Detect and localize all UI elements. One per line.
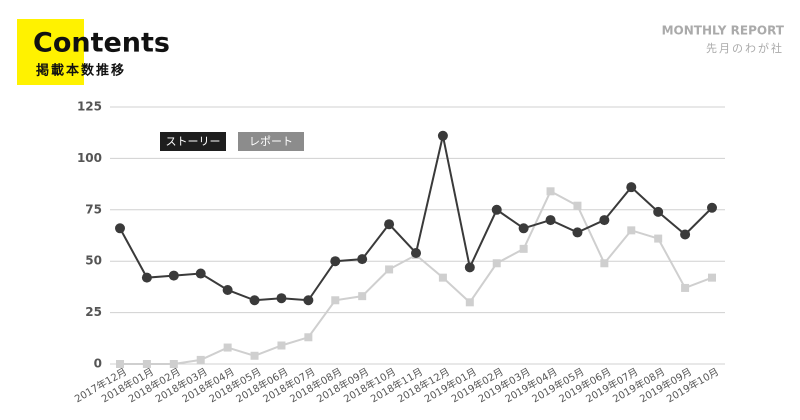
title-highlight	[17, 19, 84, 85]
y-tick-label: 25	[85, 305, 102, 319]
point	[572, 227, 583, 238]
point	[196, 355, 205, 364]
legend-swatch	[160, 132, 226, 151]
point	[573, 201, 582, 210]
point	[600, 259, 609, 268]
report-title: MONTHLY REPORT	[662, 24, 785, 38]
point	[464, 262, 475, 273]
point	[385, 265, 394, 274]
point	[654, 234, 663, 243]
point	[680, 229, 691, 240]
point	[599, 215, 610, 226]
point	[276, 293, 287, 304]
point	[707, 202, 717, 213]
legend-swatch	[238, 132, 304, 151]
legend-label: レポート	[249, 135, 293, 148]
legend-label: ストーリー	[166, 135, 221, 148]
chart-subtitle: 掲載本数推移	[36, 63, 126, 79]
y-tick-label: 0	[94, 357, 102, 371]
point	[546, 187, 555, 196]
point	[438, 273, 447, 282]
y-tick-label: 75	[85, 202, 102, 216]
point	[519, 244, 528, 253]
y-tick-label: 50	[85, 254, 102, 268]
point	[169, 360, 178, 368]
point	[116, 360, 124, 368]
point	[277, 341, 286, 350]
point	[250, 351, 259, 360]
point	[681, 283, 690, 292]
y-tick-label: 125	[77, 100, 102, 114]
point	[491, 204, 502, 215]
point	[303, 295, 314, 306]
report-subtitle: 先月のわが社	[706, 41, 784, 55]
point	[465, 298, 474, 307]
point	[223, 343, 232, 352]
chart-title: Contents	[33, 28, 170, 59]
series-line	[119, 135, 713, 302]
point	[141, 272, 152, 283]
point	[168, 270, 179, 281]
point	[518, 223, 529, 234]
point	[358, 292, 367, 301]
point	[195, 268, 206, 279]
point	[115, 223, 125, 234]
point	[222, 284, 233, 295]
point	[142, 360, 151, 368]
point	[411, 247, 421, 258]
point	[304, 333, 313, 342]
point	[653, 206, 664, 217]
point	[626, 182, 637, 193]
point	[437, 130, 448, 141]
point	[545, 215, 556, 226]
point	[492, 259, 501, 268]
point	[331, 296, 340, 305]
point	[249, 295, 260, 306]
point	[384, 219, 395, 230]
y-tick-label: 100	[77, 151, 102, 165]
point	[627, 226, 636, 235]
point	[357, 254, 368, 265]
point	[330, 256, 341, 267]
point	[708, 273, 716, 282]
